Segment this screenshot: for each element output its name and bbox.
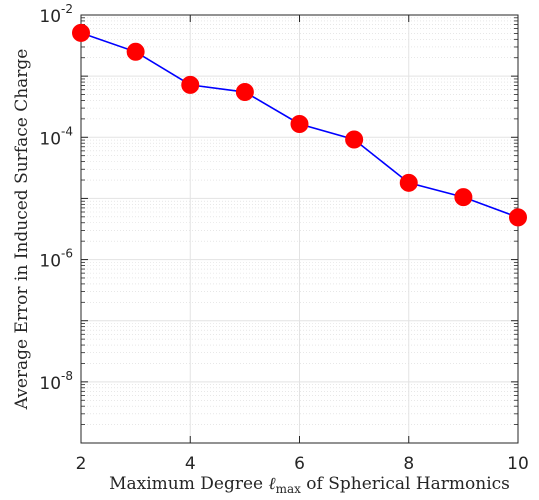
x-tick-label: 2 bbox=[76, 454, 87, 474]
x-axis-label-suffix: of Spherical Harmonics bbox=[301, 474, 510, 494]
data-point bbox=[399, 173, 418, 192]
y-tick-label-base: 10 bbox=[39, 374, 61, 394]
y-tick-label: 10-6 bbox=[39, 247, 73, 272]
data-point bbox=[72, 23, 90, 42]
data-point bbox=[345, 130, 364, 149]
data-point bbox=[454, 188, 473, 207]
y-tick-label: 10-4 bbox=[39, 124, 73, 149]
y-axis-label: Average Error in Induced Surface Charge bbox=[12, 49, 32, 411]
data-series bbox=[72, 23, 527, 227]
y-tick-label-exponent: -8 bbox=[61, 369, 73, 383]
data-point bbox=[509, 208, 527, 227]
x-tick-label: 8 bbox=[403, 454, 414, 474]
y-tick-label-base: 10 bbox=[39, 7, 61, 27]
y-tick-label-exponent: -6 bbox=[61, 247, 73, 261]
x-tick-label: 6 bbox=[294, 454, 305, 474]
x-axis-label-symbol: ℓ bbox=[268, 474, 275, 494]
data-point bbox=[235, 83, 254, 102]
data-point bbox=[181, 75, 200, 94]
major-grid bbox=[80, 14, 519, 444]
x-tick-label: 4 bbox=[185, 454, 196, 474]
y-tick-label-base: 10 bbox=[39, 252, 61, 272]
minor-grid bbox=[81, 17, 518, 425]
x-axis-label: Maximum Degree ℓmax of Spherical Harmoni… bbox=[109, 474, 510, 496]
x-tick-label: 10 bbox=[507, 454, 529, 474]
y-tick-label: 10-2 bbox=[39, 2, 73, 27]
x-axis-label-subscript: max bbox=[276, 482, 302, 496]
data-point bbox=[290, 114, 309, 133]
y-tick-label-exponent: -2 bbox=[61, 2, 73, 16]
y-tick-labels: 10-210-410-610-8 bbox=[39, 2, 73, 394]
x-tick-labels: 2 4 6 8 10 bbox=[76, 454, 529, 474]
data-point bbox=[126, 42, 145, 61]
x-axis-label-prefix: Maximum Degree bbox=[109, 474, 268, 494]
y-tick-label-exponent: -4 bbox=[61, 124, 73, 138]
y-tick-label: 10-8 bbox=[39, 369, 73, 394]
y-tick-label-base: 10 bbox=[39, 129, 61, 149]
